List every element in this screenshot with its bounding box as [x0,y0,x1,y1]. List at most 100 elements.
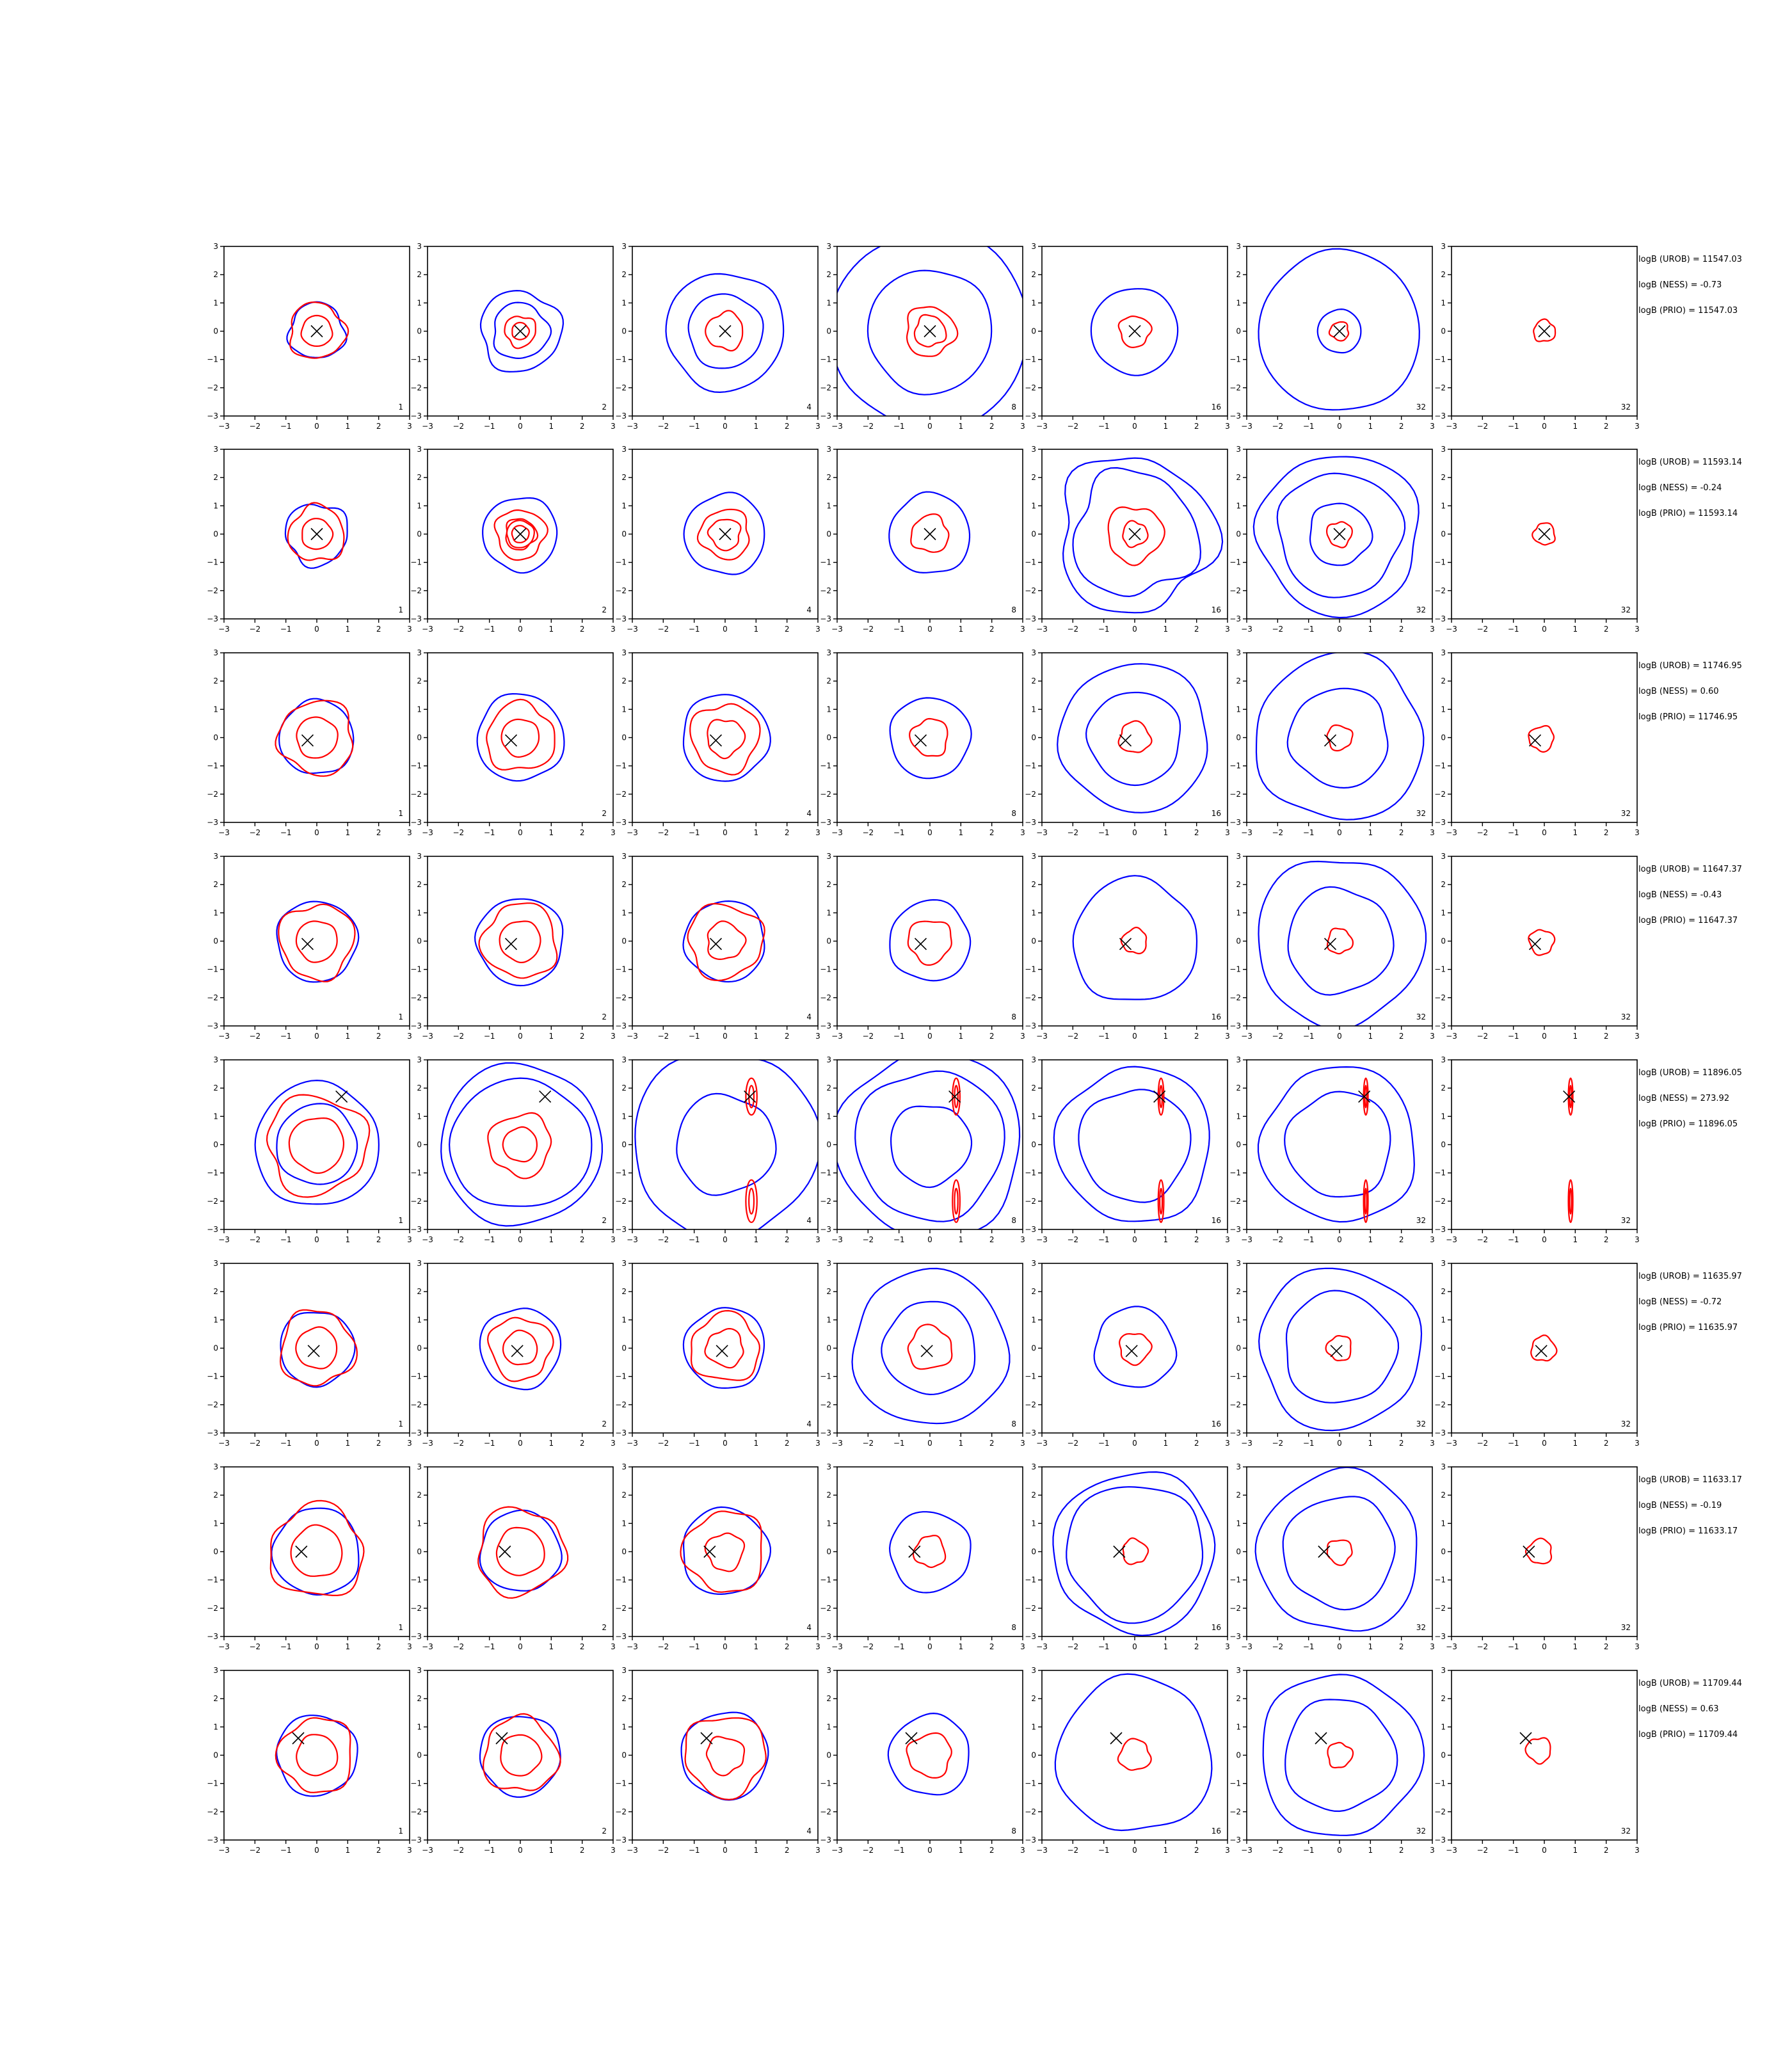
axes-frame [223,1670,410,1841]
x-tick-label: 3 [1225,1846,1230,1855]
plot-area [888,1511,972,1594]
x-tick-label: 1 [754,625,759,634]
y-tick-label: 2 [1441,1287,1446,1296]
x-tick-label: −1 [1098,1846,1110,1855]
y-tick-label: 3 [1441,445,1446,454]
panel-label: 2 [602,1216,607,1225]
y-tick-label: −1 [1434,965,1446,974]
y-tick-label: −1 [207,1576,218,1585]
x-marker [709,938,723,950]
y-tick-label: 0 [621,937,627,946]
x-marker [719,324,732,338]
red-contour [1524,1737,1551,1765]
y-tick-label: 0 [417,1751,422,1760]
x-tick-label: 2 [1604,625,1609,634]
x-marker [1333,527,1346,541]
x-tick-label: −1 [1303,1235,1315,1244]
blue-contour [479,1308,562,1391]
blue-contour [479,1716,561,1798]
x-tick-label: −2 [452,1032,464,1041]
panel-r1-c1: −3−3 −2 −2 −1 −1 0 0 1 1 2 2 3 3 1 [207,242,412,431]
x-tick-label: −2 [862,828,874,837]
y-tick-label: 0 [1031,1140,1036,1149]
red-contour [1532,522,1556,546]
x-tick-label: −1 [1508,1846,1519,1855]
x-tick-label: 0 [927,1032,932,1041]
red-contour [269,1500,365,1596]
y-tick-label: −2 [820,993,831,1002]
x-tick-label: 1 [549,1032,554,1041]
y-tick-label: 2 [621,270,627,279]
y-tick-label: −3 [820,1225,831,1234]
y-tick-label: −2 [615,993,627,1002]
x-tick-label: −2 [657,422,669,431]
x-tick-label: 2 [1399,625,1404,634]
axes-frame [1451,1466,1638,1637]
red-contour [1326,927,1354,955]
y-tick-label: −3 [1025,1836,1036,1844]
y-tick-label: 0 [1031,530,1036,539]
y-tick-label: −3 [1025,1021,1036,1030]
panel-r6-c1: −3−3 −2 −2 −1 −1 0 0 1 1 2 2 3 3 1 [207,1259,412,1448]
axes-frame [223,856,410,1027]
x-tick-label: −2 [452,422,464,431]
y-tick-label: 0 [1031,1751,1036,1760]
y-tick-label: −2 [207,1807,218,1816]
x-tick-label: −2 [862,1439,874,1448]
y-tick-label: −3 [615,1836,627,1844]
y-tick-label: 2 [1441,473,1446,482]
x-tick-label: −2 [1272,1235,1283,1244]
y-tick-label: 2 [1031,1694,1036,1703]
x-tick-label: −2 [1067,828,1078,837]
y-tick-label: −3 [410,1428,422,1437]
y-tick-label: −1 [615,558,627,567]
panel-label: 16 [1212,1623,1221,1632]
y-tick-label: −1 [207,355,218,364]
red-contour [1157,1077,1165,1116]
panel-r5-c6: −3−3 −2 −2 −1 −1 0 0 1 1 2 2 3 3 32 [1229,1055,1435,1244]
y-tick-label: −3 [207,818,218,827]
y-tick-label: 0 [1236,1140,1241,1149]
x-tick-label: −3 [1241,1642,1252,1651]
x-tick-label: −3 [218,1846,230,1855]
logb-note: logB (PRIO) = 11896.05 [1638,1119,1738,1129]
x-tick-label: 2 [989,1439,995,1448]
y-tick-label: 1 [1031,1722,1036,1731]
x-tick-label: 0 [1542,828,1547,837]
y-tick-label: −3 [207,1225,218,1234]
panel-label: 8 [1011,1216,1016,1225]
y-tick-label: 3 [1441,1259,1446,1268]
y-tick-label: 3 [417,1055,422,1064]
x-tick-label: 0 [723,422,728,431]
x-tick-label: 3 [407,1235,412,1244]
x-marker [1315,1732,1327,1745]
y-tick-label: −1 [1229,1169,1241,1178]
y-tick-label: 1 [1441,1315,1446,1324]
red-contour [486,698,556,771]
y-tick-label: 3 [1441,1666,1446,1675]
x-tick-label: 1 [1573,625,1578,634]
x-tick-label: 3 [1635,625,1640,634]
x-tick-label: 0 [723,1846,728,1855]
y-tick-label: −1 [1025,1576,1036,1585]
x-tick-label: −2 [1476,1032,1488,1041]
x-tick-label: 3 [1020,828,1025,837]
red-contour [705,310,744,352]
axes-frame [836,856,1023,1027]
red-contour [952,1179,961,1224]
panel-r3-c6: −3−3 −2 −2 −1 −1 0 0 1 1 2 2 3 3 32 [1229,648,1435,837]
panel-r7-c5: −3−3 −2 −2 −1 −1 0 0 1 1 2 2 3 3 16 [1025,1462,1230,1651]
axes-frame [1246,1670,1433,1841]
red-contour [1328,321,1350,342]
y-tick-label: 2 [213,676,218,685]
x-tick-label: 3 [815,1235,820,1244]
x-tick-label: 0 [723,828,728,837]
x-tick-label: −1 [689,828,700,837]
panel-r6-c7: −3−3 −2 −2 −1 −1 0 0 1 1 2 2 3 3 32 [1434,1259,1640,1448]
x-tick-label: 0 [518,828,523,837]
y-tick-label: 3 [621,1259,627,1268]
plot-area [1052,1471,1216,1636]
y-tick-label: 2 [621,1084,627,1092]
x-tick-label: −3 [422,1032,433,1041]
x-marker [1153,1090,1166,1103]
